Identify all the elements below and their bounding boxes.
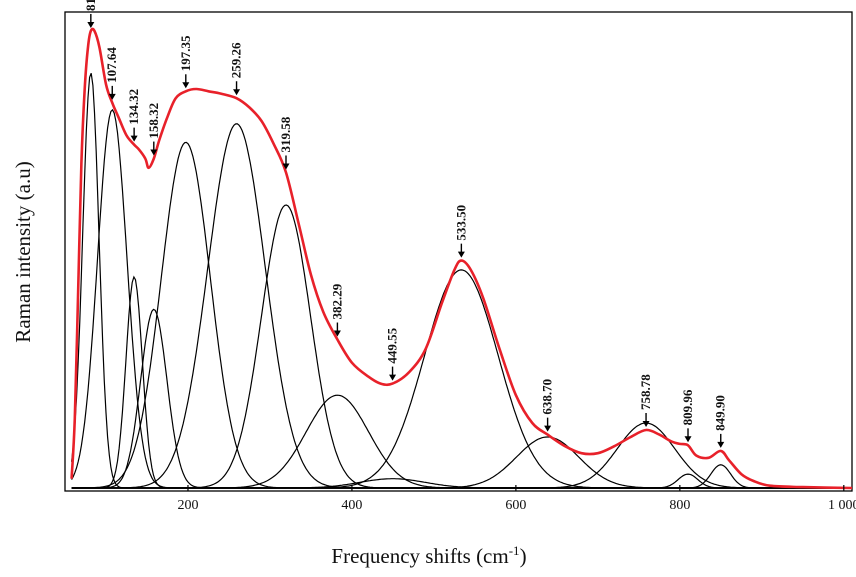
fitted-peak-curve-11 xyxy=(71,422,852,489)
peak-label-7: 382.29 xyxy=(329,283,344,319)
peak-label-10: 638.70 xyxy=(540,379,555,415)
peak-label-2: 134.32 xyxy=(126,89,141,125)
peak-arrow-head-8 xyxy=(389,374,397,381)
x-axis-title-close: ) xyxy=(520,544,527,568)
peak-arrow-head-11 xyxy=(642,421,650,427)
peak-arrow-head-0 xyxy=(87,21,95,28)
fitted-peak-curve-0 xyxy=(71,72,852,489)
y-axis-title: Raman intensity (a.u) xyxy=(11,161,35,342)
fitted-peak-curve-12 xyxy=(71,473,852,489)
x-tick-label-3: 800 xyxy=(669,498,690,513)
peak-arrow-head-7 xyxy=(333,330,341,337)
measured-spectrum-line xyxy=(70,27,853,490)
peak-arrow-head-13 xyxy=(717,441,725,448)
plot-frame xyxy=(64,11,853,492)
x-tick-label-0: 200 xyxy=(177,498,198,513)
x-axis-title-sup: -1 xyxy=(509,543,520,558)
peak-arrow-head-5 xyxy=(233,89,241,96)
fitted-peak-curve-9 xyxy=(71,269,852,489)
peak-arrow-head-6 xyxy=(282,163,290,170)
peak-arrow-head-10 xyxy=(544,425,552,432)
peak-label-5: 259.26 xyxy=(229,42,244,78)
peak-label-8: 449.55 xyxy=(385,327,400,363)
peak-label-3: 158.32 xyxy=(146,103,161,139)
fitted-peaks-group xyxy=(71,72,852,489)
peak-label-13: 849.90 xyxy=(713,395,728,431)
peak-arrow-head-3 xyxy=(150,149,158,156)
fitted-peak-curve-5 xyxy=(71,123,852,489)
fitted-peak-curve-7 xyxy=(71,394,852,489)
peak-label-4: 197.35 xyxy=(178,35,193,71)
fitted-peak-curve-1 xyxy=(71,108,852,489)
peak-label-11: 758.78 xyxy=(638,374,653,410)
fitted-peak-curve-2 xyxy=(71,275,852,489)
fitted-peak-curve-4 xyxy=(71,141,852,489)
x-axis-title-main: Frequency shifts (cm xyxy=(331,544,508,568)
x-tick-label-4: 1 000 xyxy=(828,498,856,513)
x-axis-ticks: 200 400 600 800 1 000 xyxy=(177,485,856,513)
peak-label-0: 81.51 xyxy=(83,0,98,11)
peak-markers-group: 81.51 107.64 134.32 158.32 197.35 259.26 319.5… xyxy=(83,0,728,448)
peak-label-6: 319.58 xyxy=(278,116,293,152)
x-tick-label-2: 600 xyxy=(505,498,526,513)
peak-label-1: 107.64 xyxy=(104,47,119,83)
fitted-peak-curve-13 xyxy=(71,464,852,489)
peak-arrow-head-9 xyxy=(457,251,465,258)
peak-arrow-head-4 xyxy=(182,82,190,89)
x-tick-label-1: 400 xyxy=(341,498,362,513)
peak-arrow-head-2 xyxy=(130,135,138,142)
peak-label-9: 533.50 xyxy=(453,205,468,241)
peak-arrow-head-12 xyxy=(684,436,692,443)
peak-label-12: 809.96 xyxy=(680,389,695,425)
x-axis-title: Frequency shifts (cm-1) xyxy=(331,543,526,568)
peak-arrow-head-1 xyxy=(108,93,116,100)
